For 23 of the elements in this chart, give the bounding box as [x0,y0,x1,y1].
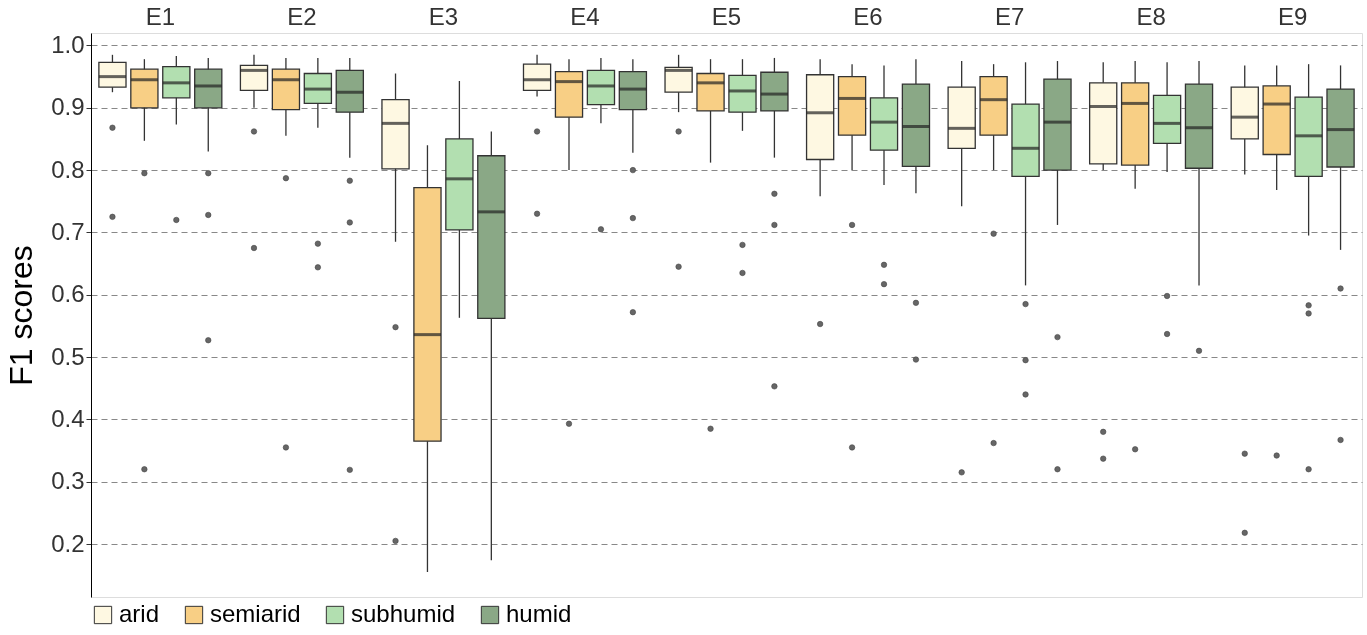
y-axis-title: F1 scores [3,245,40,386]
legend-label: semiarid [210,600,301,627]
x-tick-label: E8 [1136,2,1166,30]
x-tick-label: E9 [1277,2,1308,30]
y-tick-label: 0.6 [51,280,85,308]
y-tick-label: 1.0 [51,30,85,58]
x-tick-label: E2 [287,2,317,30]
x-tick-label: E1 [145,2,176,30]
legend-label: humid [506,600,572,627]
x-tick-label: E7 [994,2,1025,30]
x-tick-label: E6 [853,2,883,30]
y-tick-label: 0.2 [51,529,85,557]
legend-label: subhumid [351,600,456,627]
x-tick-label: E5 [711,2,742,30]
x-tick-label: E4 [570,2,600,30]
y-tick-label: 0.8 [51,155,85,183]
y-tick-label: 0.4 [51,404,85,432]
y-tick-label: 0.7 [51,217,85,245]
y-tick-label: 0.9 [51,93,85,121]
x-tick-label: E3 [428,2,459,30]
legend-label: arid [119,600,160,627]
y-tick-label: 0.5 [51,342,85,370]
y-tick-label: 0.3 [51,467,85,495]
